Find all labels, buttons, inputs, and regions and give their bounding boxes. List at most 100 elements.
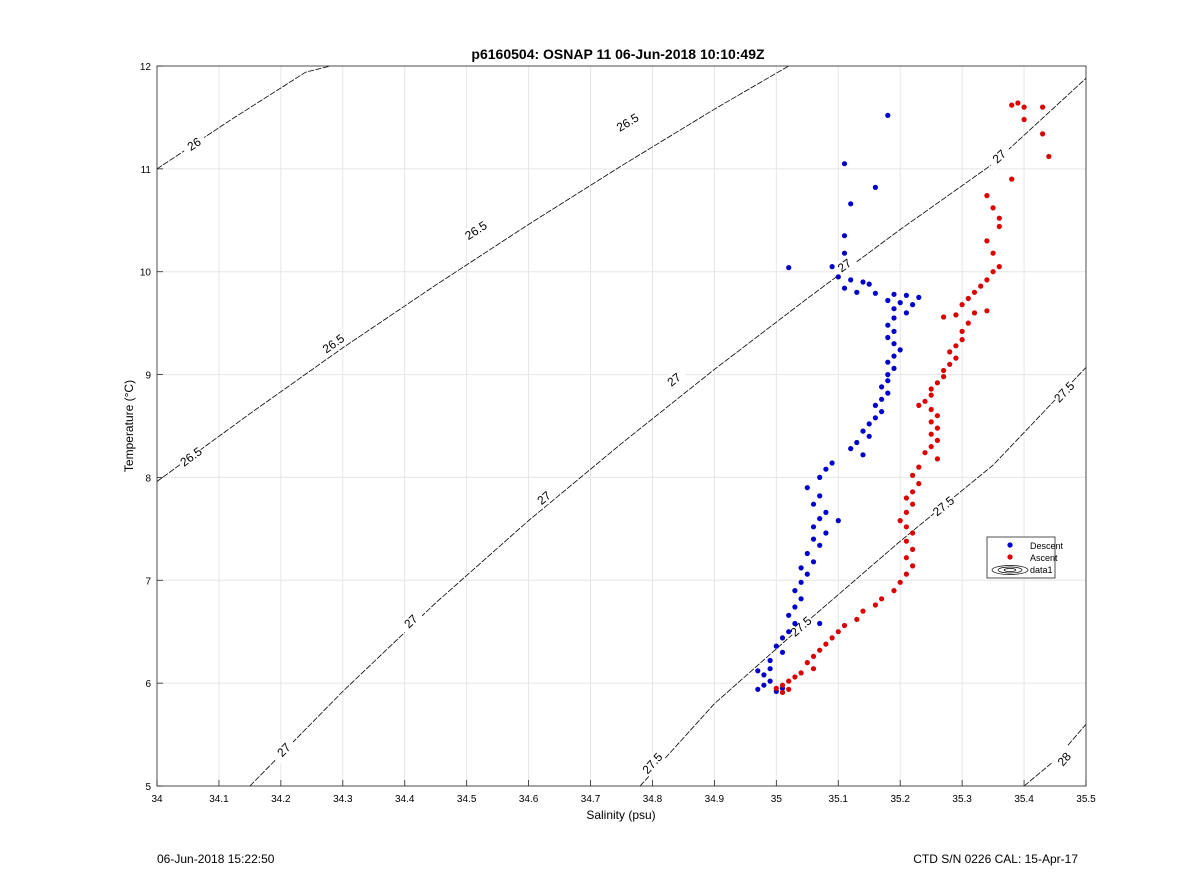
x-tick-label: 34.7: [581, 794, 601, 805]
legend-descent-label: Descent: [1030, 541, 1064, 551]
contour-label-background: [270, 736, 298, 764]
ascent-point: [779, 682, 786, 688]
ascent-point: [823, 641, 829, 647]
ascent-point: [903, 571, 910, 577]
descent-point: [761, 672, 767, 678]
descent-point: [810, 501, 817, 507]
ascent-point: [910, 546, 916, 553]
descent-point: [860, 452, 866, 458]
contour-label-background: [180, 131, 209, 157]
descent-point: [848, 446, 854, 452]
descent-point: [891, 365, 897, 371]
ascent-point: [941, 367, 947, 374]
descent-point: [792, 588, 798, 594]
ascent-point: [928, 419, 934, 425]
descent-point: [817, 474, 823, 480]
descent-point: [891, 353, 897, 359]
descent-point: [897, 300, 903, 306]
descent-point: [829, 460, 835, 466]
ascent-point: [916, 402, 922, 408]
ascent-point: [928, 392, 934, 398]
contour-label-background: [929, 493, 958, 520]
descent-point: [773, 643, 779, 649]
descent-point: [866, 433, 872, 439]
descent-point: [792, 604, 798, 610]
descent-point: [891, 315, 897, 321]
descent-point: [841, 233, 848, 239]
y-axis-label: Temperature (°C): [122, 380, 136, 472]
descent-point: [841, 161, 848, 167]
descent-point: [829, 264, 835, 270]
x-tick-label: 34.9: [705, 794, 725, 805]
x-tick-label: 35.4: [1014, 794, 1034, 805]
density-contour-line: [156, 65, 789, 482]
density-contour-line: [249, 78, 1087, 787]
descent-point: [879, 384, 885, 390]
descent-point: [823, 530, 829, 536]
descent-point: [860, 428, 866, 434]
y-tick-label: 7: [145, 576, 151, 587]
descent-point: [848, 277, 854, 283]
y-axis-ticks: 5 6 7 8 9 10 11 12: [140, 62, 163, 793]
ascent-point: [984, 238, 990, 244]
ascent-point: [786, 678, 792, 684]
ascent-point: [804, 660, 810, 666]
descent-point: [817, 493, 823, 499]
legend-data1-label: data1: [1030, 565, 1053, 575]
descent-point: [910, 302, 916, 308]
descent-point: [854, 289, 860, 295]
x-tick-label: 34: [151, 794, 163, 805]
plot-area-frame: [156, 65, 1087, 787]
ascent-point: [835, 629, 841, 635]
ascent-point: [903, 555, 910, 561]
ascent-point: [984, 193, 990, 199]
ascent-point: [965, 295, 971, 302]
x-tick-label: 34.1: [209, 794, 229, 805]
descent-point: [817, 516, 823, 522]
y-tick-label: 5: [145, 782, 151, 793]
contour-label-background: [985, 143, 1013, 170]
ascent-point: [934, 380, 941, 386]
ascent-point: [897, 518, 903, 524]
descent-point: [779, 649, 786, 655]
x-tick-label: 35.5: [1076, 794, 1096, 805]
descent-point: [798, 579, 804, 585]
ascent-point: [910, 563, 916, 569]
ascent-point: [959, 337, 965, 343]
ascent-point: [810, 666, 817, 672]
y-tick-label: 9: [145, 371, 151, 382]
descent-point: [786, 629, 792, 635]
density-contours: 2626.526.526.526.527272727272727.527.527…: [156, 65, 1087, 787]
descent-point: [848, 201, 854, 207]
descent-point: [779, 635, 786, 641]
descent-point: [885, 112, 891, 118]
ascent-point: [903, 524, 910, 530]
descent-point: [860, 279, 866, 285]
ascent-point: [1021, 104, 1027, 110]
legend-data1-contour-icon: [991, 565, 1029, 575]
descent-point: [872, 184, 879, 190]
ascent-point: [903, 538, 910, 544]
descent-point: [767, 657, 773, 664]
descent-point: [786, 612, 792, 618]
ascent-point: [959, 302, 965, 308]
grid: [156, 65, 1087, 787]
x-tick-label: 34.6: [519, 794, 539, 805]
y-tick-label: 6: [145, 679, 151, 690]
ascent-point: [1040, 131, 1046, 137]
descent-point: [903, 310, 910, 316]
x-axis-ticks: 34 34.1 34.2 34.3 34.4 34.5 34.6 34.7 34.8 34.9 35…: [151, 780, 1096, 805]
y-tick-label: 10: [140, 268, 152, 279]
x-axis-label: Salinity (psu): [586, 808, 655, 822]
ascent-point: [1015, 100, 1021, 106]
ascent-point: [841, 622, 848, 629]
ascent-point: [996, 264, 1002, 270]
descent-point: [885, 359, 891, 365]
ascent-point: [978, 283, 984, 289]
ascent-point: [792, 674, 798, 680]
descent-point: [916, 294, 922, 300]
contour-label-background: [177, 444, 205, 470]
footer-instrument-info: CTD S/N 0226 CAL: 15-Apr-17: [913, 852, 1078, 866]
contour-label-background: [787, 613, 815, 640]
density-contour-line: [639, 367, 1087, 787]
